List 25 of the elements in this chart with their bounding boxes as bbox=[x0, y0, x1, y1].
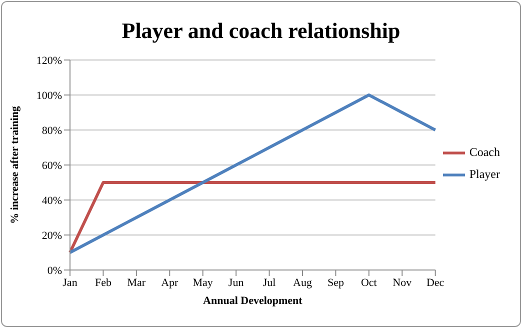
x-tick-label: Jul bbox=[262, 276, 276, 289]
x-tick-label: May bbox=[192, 276, 214, 289]
chart-title: Player and coach relationship bbox=[120, 18, 402, 44]
x-tick-label: Feb bbox=[94, 276, 112, 289]
x-tick-label: Jun bbox=[228, 276, 244, 289]
x-tick-label: Nov bbox=[392, 276, 412, 289]
x-tick-label: Sep bbox=[327, 276, 344, 289]
x-tick-label: Oct bbox=[360, 276, 377, 289]
y-tick-label: 60% bbox=[42, 160, 62, 172]
x-axis-title: Annual Development bbox=[203, 295, 303, 307]
legend-label: Coach bbox=[469, 144, 500, 159]
y-tick-label: 80% bbox=[42, 124, 62, 137]
legend-label: Player bbox=[469, 166, 500, 181]
x-tick-label: Aug bbox=[293, 276, 312, 289]
y-tick-label: 20% bbox=[42, 230, 62, 242]
y-tick-label: 40% bbox=[42, 194, 62, 207]
x-tick-label: Apr bbox=[161, 276, 179, 289]
line-series bbox=[68, 94, 437, 254]
x-tick-label: Jan bbox=[62, 276, 78, 289]
y-tick-label: 120% bbox=[36, 54, 62, 67]
x-tick-label: Mar bbox=[127, 276, 146, 289]
x-tick-label: Dec bbox=[426, 276, 444, 289]
y-tick-label: 0% bbox=[47, 264, 62, 277]
y-axis-title: % increase after training bbox=[8, 106, 21, 224]
y-tick-label: 100% bbox=[36, 90, 62, 102]
